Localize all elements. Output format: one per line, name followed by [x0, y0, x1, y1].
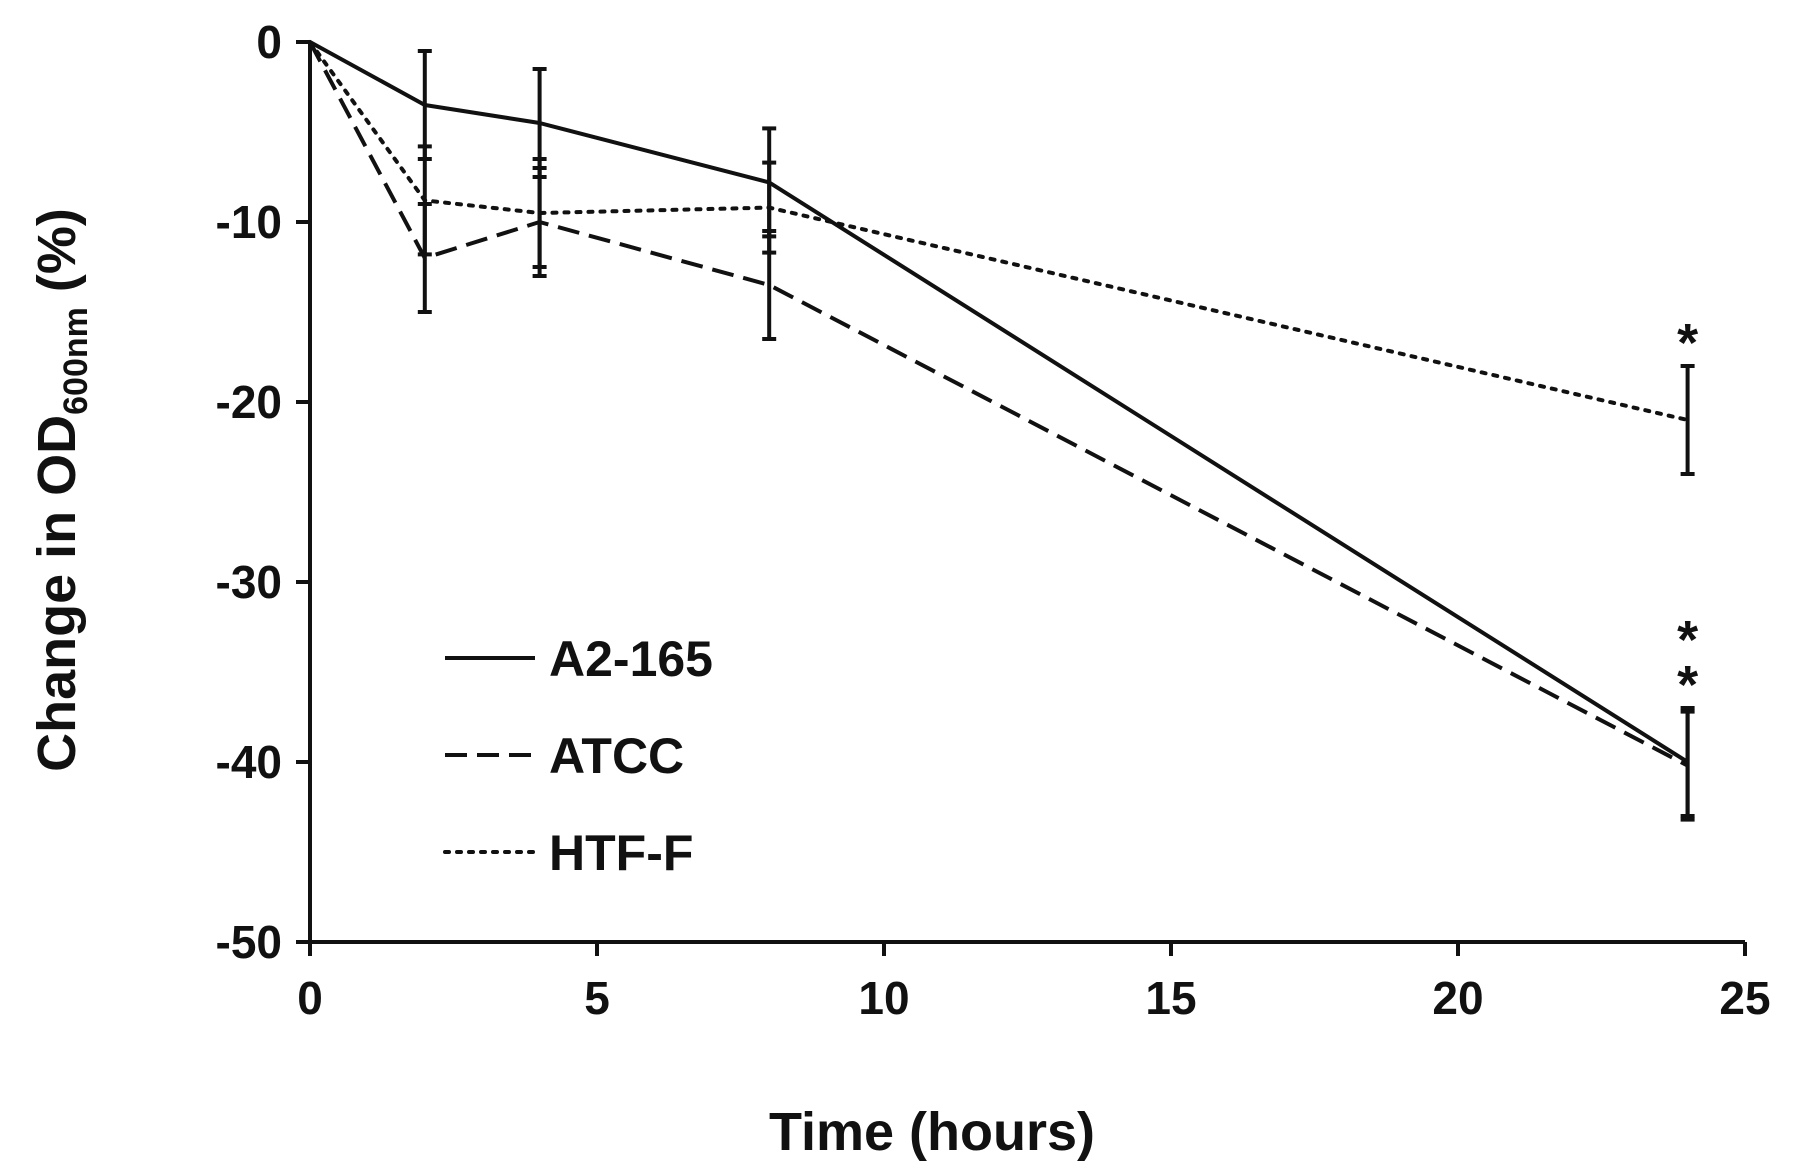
y-tick-label: -50: [216, 916, 282, 968]
x-axis-ticks: 0 5 10 15 20 25: [297, 942, 1771, 1024]
y-axis-ticks: 0 -10 -20 -30 -40 -50: [216, 16, 310, 968]
series-line-a2-165: [309, 40, 1689, 764]
y-tick-label: -20: [216, 376, 282, 428]
y-tick-label: -40: [216, 736, 282, 788]
error-bar: [1680, 364, 1695, 476]
x-tick-label: 5: [584, 972, 610, 1024]
significance-asterisk: *: [1677, 313, 1698, 373]
x-tick-label: 15: [1145, 972, 1196, 1024]
significance-asterisk: *: [1677, 655, 1698, 715]
y-tick-label: -10: [216, 196, 282, 248]
x-tick-label: 10: [858, 972, 909, 1024]
annotation-layer: ***: [1677, 313, 1698, 715]
y-axis-title: Change in OD600nm (%): [27, 208, 95, 772]
x-tick-label: 25: [1719, 972, 1770, 1024]
error-bar: [1680, 709, 1695, 822]
legend-entry: ATCC: [445, 728, 684, 784]
y-tick-label: 0: [256, 16, 282, 68]
legend-entry: HTF-F: [443, 825, 693, 881]
error-bar: [417, 144, 432, 257]
legend-label: HTF-F: [549, 825, 693, 881]
significance-asterisk: *: [1677, 610, 1698, 670]
plot-area: 0 5 10 15 20 25 0-10-20-30-40-50 ***: [216, 16, 1771, 1024]
x-tick-label: 0: [297, 972, 323, 1024]
x-axis-title: Time (hours): [769, 1102, 1095, 1162]
y-axis-title-subscript: 600nm: [57, 307, 95, 415]
x-tick-label: 20: [1432, 972, 1483, 1024]
legend-label: A2-165: [549, 631, 713, 687]
y-axis-title-main: Change in OD: [27, 415, 87, 772]
legend: A2-165 ATCC HTF-F: [443, 631, 713, 881]
y-axis-title-suffix: (%): [27, 208, 87, 307]
legend-label: ATCC: [549, 728, 684, 784]
errorbar-layer: [417, 49, 1695, 822]
y-tick-label: -30: [216, 556, 282, 608]
legend-entry: A2-165: [445, 631, 713, 687]
error-bar: [762, 160, 777, 255]
error-bar: [532, 157, 547, 269]
